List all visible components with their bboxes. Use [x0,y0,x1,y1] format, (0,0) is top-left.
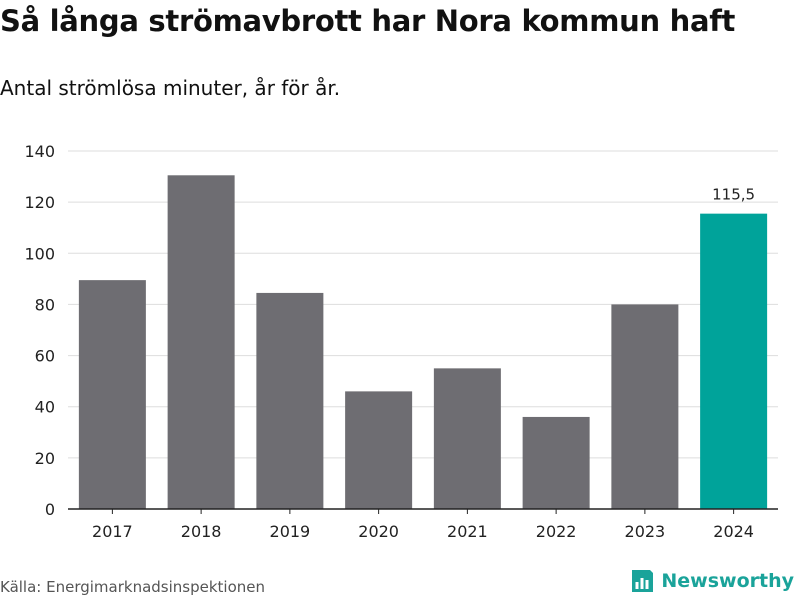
y-tick-label: 120 [24,193,55,212]
brand-name: Newsworthy [661,570,794,592]
newsworthy-logo-icon [632,570,654,592]
y-tick-label: 20 [35,449,55,468]
bar-2019 [256,292,324,509]
source-note: Källa: Energimarknadsinspektionen [0,578,266,596]
chart-title: Så långa strömavbrott har Nora kommun ha… [0,4,736,38]
y-tick-label: 140 [24,142,55,161]
x-tick-label: 2023 [625,522,666,541]
bar-2020 [345,391,413,509]
y-tick-label: 80 [35,295,55,314]
x-tick-label: 2024 [713,522,754,541]
y-tick-label: 40 [35,398,55,417]
y-tick-label: 100 [24,244,55,263]
y-tick-label: 60 [35,347,55,366]
brand-logo: Newsworthy [629,568,794,594]
y-tick-label: 0 [45,500,55,519]
bar-2021 [433,368,501,509]
x-tick-label: 2020 [358,522,399,541]
x-tick-label: 2022 [536,522,577,541]
x-tick-label: 2019 [270,522,311,541]
bar-2017 [78,280,146,509]
x-tick-label: 2018 [181,522,222,541]
bar-2024 [700,213,768,509]
x-tick-label: 2017 [92,522,133,541]
bar-2018 [167,175,235,510]
chart-subtitle: Antal strömlösa minuter, år för år. [0,76,341,100]
bar-2022 [522,416,590,509]
data-label: 115,5 [712,186,755,204]
x-tick-label: 2021 [447,522,488,541]
bar-2023 [611,304,679,509]
